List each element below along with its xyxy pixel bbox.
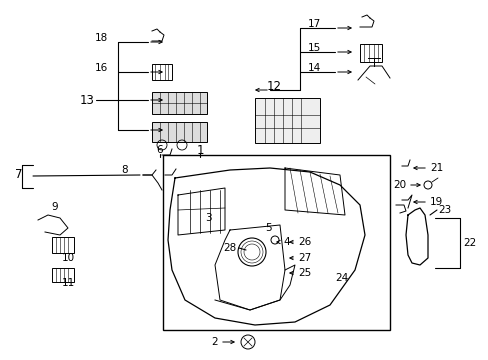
Text: 18: 18 xyxy=(95,33,108,43)
Text: 24: 24 xyxy=(334,273,347,283)
Text: 10: 10 xyxy=(61,253,74,263)
Text: 15: 15 xyxy=(307,43,321,53)
Bar xyxy=(52,268,74,282)
Text: 5: 5 xyxy=(264,223,271,233)
Bar xyxy=(163,155,389,330)
Text: 19: 19 xyxy=(429,197,442,207)
Text: 28: 28 xyxy=(224,243,237,253)
Text: 2: 2 xyxy=(211,337,218,347)
Text: 12: 12 xyxy=(266,81,282,94)
Text: 26: 26 xyxy=(297,237,311,247)
Text: 3: 3 xyxy=(204,213,211,223)
Text: 1: 1 xyxy=(196,144,203,157)
Bar xyxy=(152,92,206,114)
Bar xyxy=(152,122,206,142)
Text: 4: 4 xyxy=(283,237,289,247)
Text: 17: 17 xyxy=(307,19,321,29)
Text: 23: 23 xyxy=(437,205,450,215)
Bar xyxy=(152,64,172,80)
Bar xyxy=(52,237,74,253)
Text: 20: 20 xyxy=(392,180,405,190)
Text: 14: 14 xyxy=(307,63,321,73)
Text: 22: 22 xyxy=(462,238,475,248)
Text: 16: 16 xyxy=(95,63,108,73)
Bar xyxy=(254,98,319,143)
Text: 9: 9 xyxy=(52,202,58,212)
Bar xyxy=(359,44,381,62)
Text: 8: 8 xyxy=(121,165,128,175)
Text: 27: 27 xyxy=(297,253,311,263)
Text: 25: 25 xyxy=(297,268,311,278)
Text: 11: 11 xyxy=(61,278,75,288)
Text: 6: 6 xyxy=(156,145,163,155)
Text: 13: 13 xyxy=(80,94,95,107)
Text: 21: 21 xyxy=(429,163,442,173)
Text: 7: 7 xyxy=(15,168,22,181)
